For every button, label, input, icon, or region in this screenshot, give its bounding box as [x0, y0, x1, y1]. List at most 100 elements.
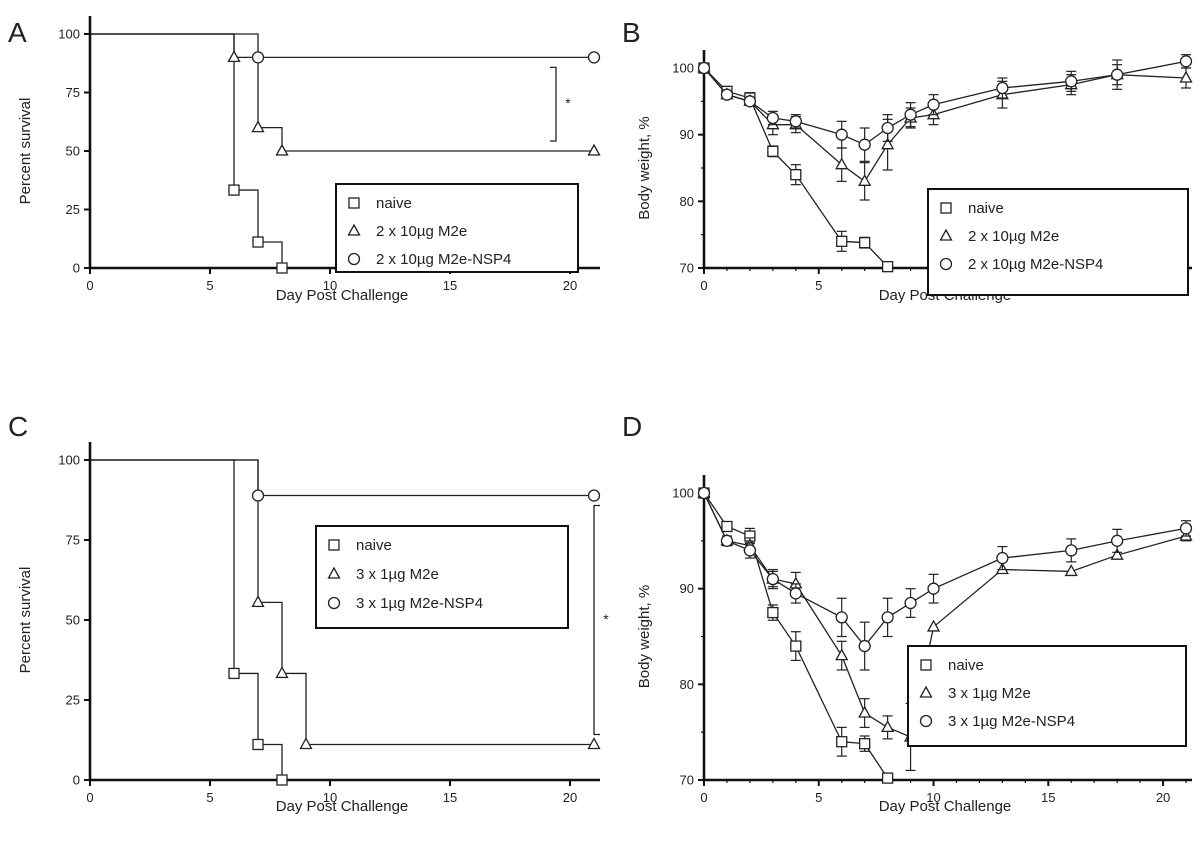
data-point — [275, 666, 289, 679]
series-circle — [90, 459, 601, 502]
y-tick-label: 0 — [73, 773, 80, 788]
data-point — [859, 737, 871, 750]
legend: naive 3 x 1µg M2e 3 x 1µg M2e-NSP4 — [315, 525, 569, 629]
data-point — [836, 235, 848, 247]
data-point — [881, 121, 894, 135]
y-axis-label: Percent survival — [17, 98, 34, 205]
legend-entry: naive — [968, 200, 1004, 217]
significance-star: * — [603, 611, 609, 627]
panel-b: B05101520708090100Day Post ChallengeBody… — [622, 17, 1193, 304]
y-axis-label: Body weight, % — [636, 585, 653, 688]
y-tick-label: 0 — [73, 261, 80, 276]
legend-marker-square — [940, 202, 952, 214]
data-point — [276, 262, 288, 274]
data-point — [587, 737, 601, 750]
y-tick-label: 100 — [672, 61, 694, 76]
data-point — [858, 138, 871, 151]
x-tick-label: 10 — [926, 790, 940, 805]
data-point — [251, 120, 265, 133]
data-point — [587, 143, 601, 156]
data-point — [251, 51, 265, 64]
data-point — [858, 639, 871, 653]
y-tick-label: 75 — [66, 533, 80, 548]
series-circle — [697, 54, 1193, 162]
panel-letter: D — [622, 411, 642, 442]
x-tick-label: 5 — [815, 790, 822, 805]
data-point — [276, 774, 288, 786]
data-point — [251, 489, 265, 502]
data-point — [835, 648, 849, 661]
data-point — [720, 88, 734, 101]
data-point — [996, 81, 1009, 95]
panel-letter: A — [8, 17, 27, 48]
panel-a: A 0 5 10 15 20 0 25 50 75 100 Day Post Challenge Per… — [8, 16, 601, 304]
y-tick-label: 75 — [66, 85, 80, 100]
data-point — [1179, 522, 1193, 535]
legend-entry: naive — [356, 537, 392, 554]
data-point — [790, 640, 802, 652]
data-point — [275, 143, 289, 156]
legend-box — [907, 645, 1187, 747]
significance-bracket — [593, 504, 600, 736]
x-axis-label: Day Post Challenge — [276, 798, 409, 815]
data-point — [927, 582, 940, 595]
panel-letter: B — [622, 17, 641, 48]
data-point — [790, 169, 802, 181]
x-tick-label: 15 — [1041, 790, 1055, 805]
y-tick-label: 100 — [672, 486, 694, 501]
x-tick-label: 0 — [86, 278, 93, 293]
data-point — [1179, 70, 1193, 83]
legend-entry: 3 x 1µg M2e-NSP4 — [948, 713, 1075, 730]
y-tick-label: 90 — [680, 127, 694, 142]
data-point — [881, 611, 894, 624]
x-tick-label: 0 — [86, 790, 93, 805]
series-triangle — [90, 33, 601, 156]
data-point — [697, 61, 711, 75]
data-point — [789, 587, 802, 600]
legend-entry: naive — [376, 195, 412, 212]
panel-c: C 0 5 10 15 20 0 25 50 75 100 Day Post Challenge Per… — [8, 411, 609, 815]
data-point — [926, 619, 941, 632]
legend-entry: 2 x 10µg M2e-NSP4 — [968, 256, 1103, 273]
x-axis-label: Day Post Challenge — [276, 287, 409, 304]
y-tick-label: 50 — [66, 613, 80, 628]
y-tick-label: 70 — [680, 261, 694, 276]
x-tick-label: 20 — [1156, 790, 1170, 805]
series-line — [90, 459, 594, 497]
x-tick-label: 10 — [323, 278, 337, 293]
data-point — [881, 720, 895, 733]
legend-marker-square — [328, 539, 340, 551]
legend-marker-triangle — [347, 223, 361, 236]
y-tick-label: 70 — [680, 773, 694, 788]
data-point — [1065, 544, 1078, 557]
legend-entry: 3 x 1µg M2e-NSP4 — [356, 595, 483, 612]
data-point — [1064, 564, 1078, 577]
data-point — [766, 111, 780, 125]
significance-star: * — [565, 95, 571, 111]
series-line — [90, 33, 594, 59]
x-tick-label: 20 — [563, 278, 577, 293]
data-point — [587, 51, 601, 64]
data-point — [1065, 75, 1078, 88]
legend-marker-triangle — [327, 566, 341, 579]
data-point — [228, 184, 240, 196]
series-line — [90, 33, 283, 268]
data-point — [836, 736, 848, 748]
legend-entry: 2 x 10µg M2e — [968, 228, 1059, 245]
data-point — [743, 544, 757, 557]
panel-d: D 0 5 10 15 20 70 80 90 100 Day Post Challenge Body… — [622, 411, 1193, 815]
y-tick-label: 90 — [680, 581, 694, 596]
y-tick-label: 80 — [680, 194, 694, 209]
series-square — [698, 487, 894, 784]
x-tick-label: 10 — [323, 790, 337, 805]
legend: naive 2 x 10µg M2e 2 x 10µg M2e-NSP4 — [335, 183, 579, 273]
panel-letter: C — [8, 411, 28, 442]
legend-entry: 3 x 1µg M2e — [356, 566, 439, 583]
data-point — [1179, 55, 1193, 68]
legend-entry: 2 x 10µg M2e — [376, 223, 467, 240]
legend-marker-circle — [919, 714, 933, 728]
data-point — [587, 489, 601, 502]
data-point — [721, 520, 733, 533]
y-axis-label: Body weight, % — [636, 116, 653, 219]
y-tick-label: 100 — [58, 453, 80, 468]
